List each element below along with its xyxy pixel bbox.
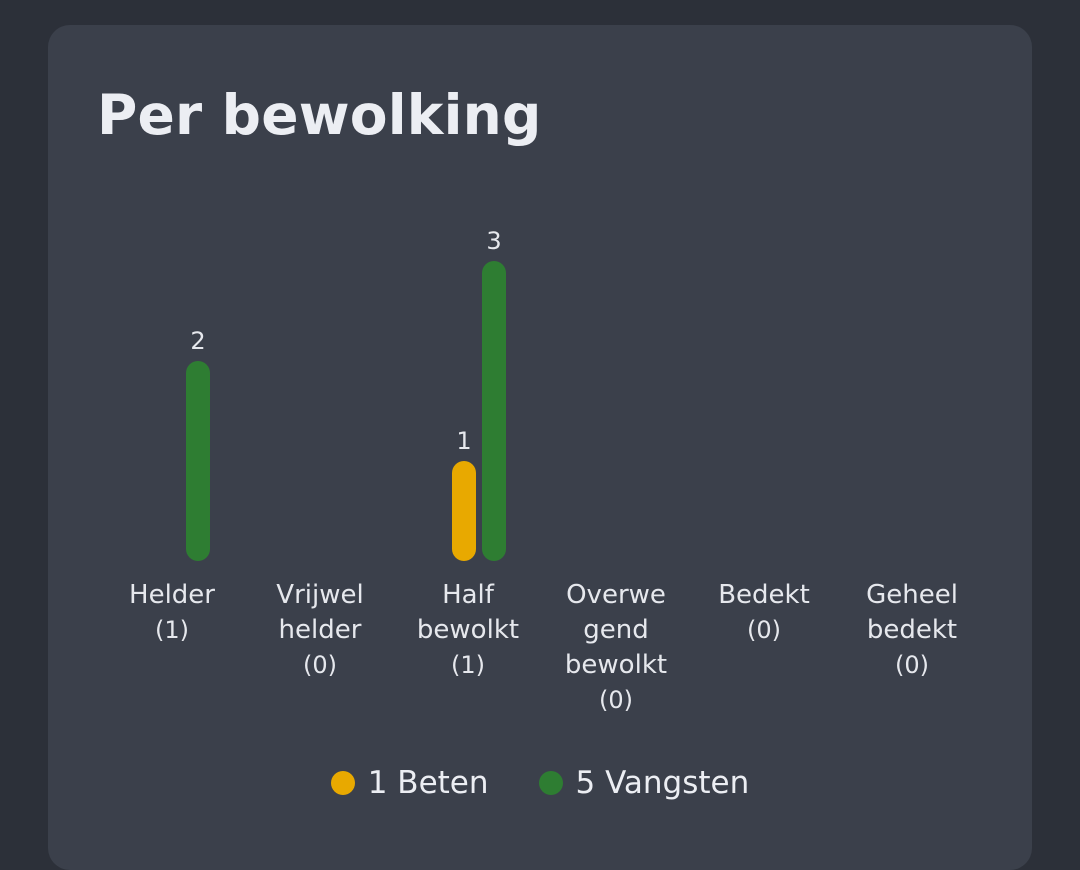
bar-beten-2	[452, 461, 476, 561]
category-label-0: Helder (1)	[102, 578, 242, 648]
category-count: (0)	[599, 686, 633, 714]
category-count: (0)	[895, 651, 929, 679]
data-label-vangsten-0: 2	[190, 327, 205, 355]
data-label-beten-2: 1	[456, 427, 471, 455]
bar-vangsten-0	[186, 361, 210, 561]
category-label-line: Vrijwel	[276, 580, 364, 610]
category-label-3: Overwe gend bewolkt (0)	[546, 578, 686, 718]
legend-label: 5 Vangsten	[575, 765, 750, 801]
category-label-line: Helder	[129, 580, 215, 610]
legend-dot-icon	[330, 771, 355, 795]
category-label-4: Bedekt (0)	[694, 578, 834, 648]
category-count: (1)	[451, 651, 485, 679]
chart-title: Per bewolking	[97, 83, 542, 147]
category-label-line: Overwe	[566, 580, 666, 610]
category-label-line: bedekt	[866, 615, 958, 645]
category-label-line: Geheel	[866, 580, 958, 610]
bar-chart: 2 1 3	[186, 227, 506, 561]
category-label-line: bewolkt	[564, 650, 668, 680]
category-label-1: Vrijwel helder (0)	[250, 578, 390, 683]
category-count: (0)	[747, 616, 781, 644]
chart-card: Per bewolking 2 1 3 Helder (1) Vrijwel helder…	[48, 25, 1032, 870]
category-label-line: Bedekt	[718, 580, 810, 610]
legend-item-vangsten[interactable]: 5 Vangsten	[538, 765, 750, 801]
category-label-line: gend	[583, 615, 649, 645]
legend-item-beten[interactable]: 1 Beten	[330, 765, 489, 801]
category-label-2: Half bewolkt (1)	[398, 578, 538, 683]
category-count: (0)	[303, 651, 337, 679]
legend-dot-icon	[538, 771, 563, 795]
data-label-vangsten-2: 3	[486, 227, 501, 255]
category-label-line: Half	[442, 580, 494, 610]
category-label-line: bewolkt	[416, 615, 520, 645]
legend-label: 1 Beten	[367, 765, 489, 801]
category-label-5: Geheel bedekt (0)	[842, 578, 982, 683]
chart-legend: 1 Beten 5 Vangsten	[48, 765, 1032, 801]
category-count: (1)	[155, 616, 189, 644]
category-label-line: helder	[278, 615, 362, 645]
bar-vangsten-2	[482, 261, 506, 561]
